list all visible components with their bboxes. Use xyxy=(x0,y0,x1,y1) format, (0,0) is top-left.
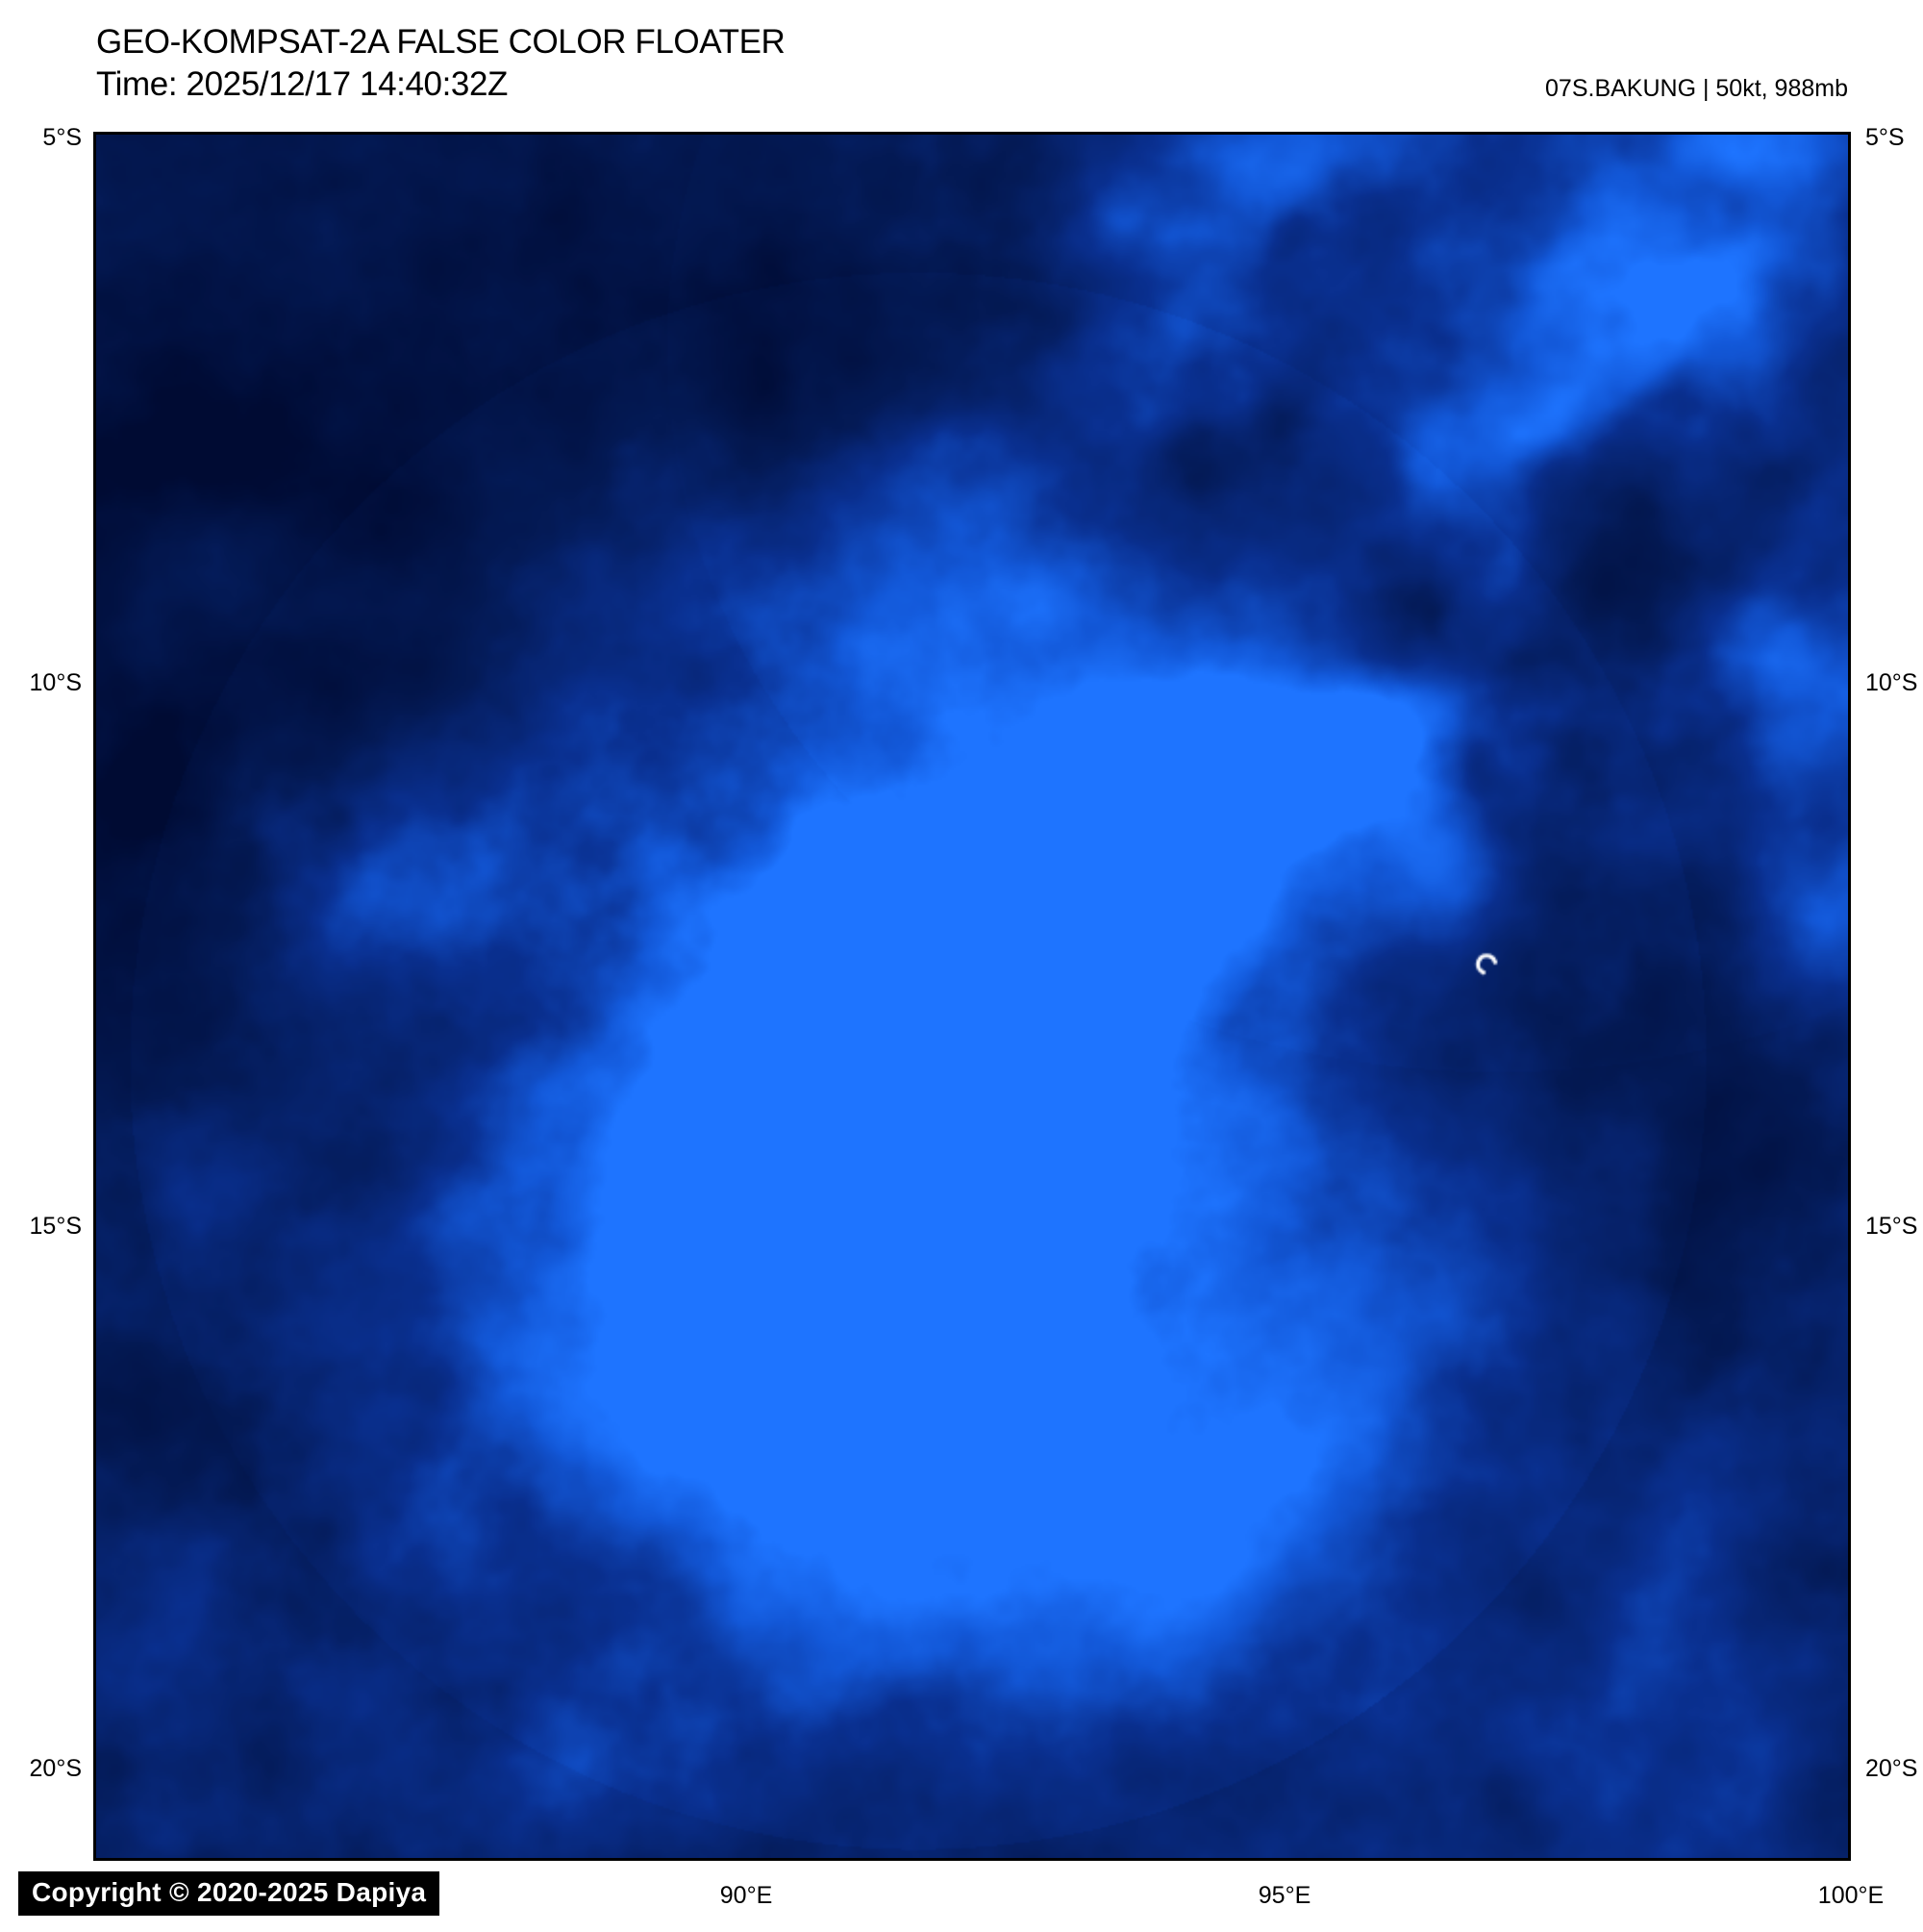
lat-tick-right-3: 20°S xyxy=(1865,1755,1918,1782)
lat-tick-right-1: 10°S xyxy=(1865,669,1918,696)
lon-tick-1: 90°E xyxy=(719,1882,773,1909)
page-title: GEO-KOMPSAT-2A FALSE COLOR FLOATER xyxy=(96,23,786,61)
satellite-image-plot[interactable] xyxy=(93,132,1851,1861)
storm-info-label: 07S.BAKUNG | 50kt, 988mb xyxy=(1545,75,1848,102)
satellite-imagery-canvas xyxy=(96,135,1848,1858)
lat-tick-left-3: 20°S xyxy=(29,1755,82,1782)
lat-tick-left-0: 5°S xyxy=(42,124,82,151)
lat-tick-left-1: 10°S xyxy=(29,669,82,696)
lon-tick-2: 95°E xyxy=(1258,1882,1311,1909)
header-block: GEO-KOMPSAT-2A FALSE COLOR FLOATER Time:… xyxy=(96,21,786,106)
copyright-banner: Copyright © 2020-2025 Dapiya xyxy=(18,1871,440,1916)
lon-tick-3: 100°E xyxy=(1817,1882,1885,1909)
lat-tick-left-2: 15°S xyxy=(29,1213,82,1240)
lat-tick-right-2: 15°S xyxy=(1865,1213,1918,1240)
lat-tick-right-0: 5°S xyxy=(1865,124,1905,151)
timestamp-label: Time: 2025/12/17 14:40:32Z xyxy=(96,65,509,103)
